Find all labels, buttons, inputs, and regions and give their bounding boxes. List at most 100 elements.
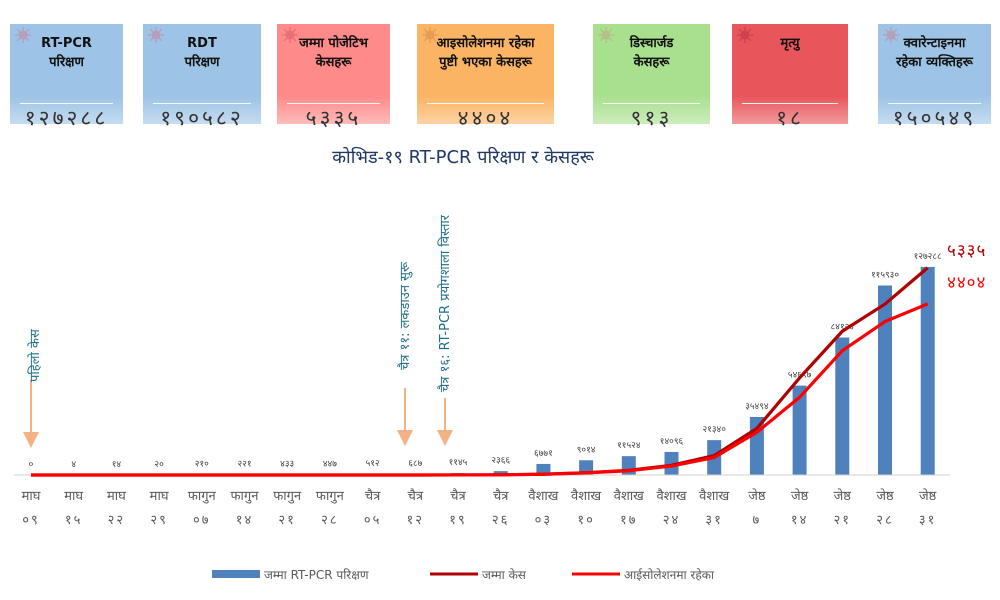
- first-case-annotation: पहिलो केस: [27, 329, 43, 382]
- bar-value-label-15: १४०९६: [660, 437, 684, 447]
- x-tick-labels: माघ ०९ माघ १५ माघ २२ माघ २९ फागुन ०७ फागुन १४ फागुन २…: [22, 488, 937, 528]
- line-end-label-0: ५३३५: [947, 241, 986, 261]
- card-label: RT-PCR परिक्षण: [41, 36, 92, 70]
- x-tick-month-18: जेष्ठ: [791, 488, 809, 504]
- virus-icon: [281, 26, 299, 44]
- card-label: जम्मा पोजेटिभ केसहरू: [299, 36, 368, 70]
- card-label: डिस्चार्जड केसहरू: [629, 36, 674, 70]
- total-positive-card: जम्मा पोजेटिभ केसहरू ५३३५: [277, 24, 390, 130]
- card-divider: [888, 103, 981, 104]
- legend-label-2: आईसोलेशनमा रहेका: [624, 568, 715, 582]
- chart-legend: जम्मा RT-PCR परिक्षण जम्मा केस आईसोलेशनमा …: [212, 568, 715, 582]
- card-value: ५३३५: [305, 106, 362, 130]
- card-label: आइसोलेशनमा रहेका पुष्टी भएका केसहरू: [436, 36, 535, 70]
- x-tick-day-0: ०९: [22, 513, 40, 528]
- bar-value-label-3: २०: [154, 460, 164, 470]
- x-tick-day-21: ३१: [919, 513, 937, 528]
- x-tick-day-16: ३१: [705, 513, 723, 528]
- virus-icon: [147, 26, 165, 44]
- x-tick-month-7: फागुन: [316, 489, 345, 504]
- bar-value-label-17: ३५४९४: [745, 402, 769, 412]
- card-value: ४४०४: [457, 106, 514, 130]
- card-value: १८: [776, 106, 804, 130]
- virus-icon: [14, 26, 32, 44]
- x-tick-month-15: वैशाख: [656, 488, 686, 504]
- x-tick-month-14: वैशाख: [614, 488, 644, 504]
- card-divider: [153, 103, 251, 104]
- bar-value-label-4: २१०: [195, 460, 209, 470]
- bar-12: [536, 463, 551, 475]
- chart-title: कोभिड-१९ RT-PCR परिक्षण र केसहरू: [332, 146, 595, 168]
- bar-value-label-6: ४३३: [280, 459, 294, 469]
- bar-value-label-7: ४४७: [323, 459, 337, 469]
- card-label: RDT परिक्षण: [184, 36, 220, 70]
- line-series: [31, 266, 929, 477]
- lab-expansion-annotation: चैत्र १६: RT-PCR प्रयोगशाला विस्तार: [437, 214, 453, 392]
- card-label: क्वारेन्टाइनमा रहेका व्यक्तिहरू: [896, 36, 973, 70]
- x-tick-day-20: २८: [876, 513, 894, 528]
- bar-17: [749, 416, 764, 475]
- line-end-labels: ५३३५ ४४०४: [947, 241, 986, 293]
- rdt-tests-card: RDT परिक्षण १९०५८२: [143, 24, 261, 130]
- x-tick-day-8: ०५: [364, 513, 382, 528]
- legend-label-0: जम्मा RT-PCR परिक्षण: [264, 568, 369, 582]
- card-value: १५०५४९: [892, 106, 977, 130]
- x-tick-month-8: चैत्र: [365, 488, 381, 504]
- virus-icon: [882, 26, 900, 44]
- legend-label-1: जम्मा केस: [482, 568, 527, 582]
- discharged-card: डिस्चार्जड केसहरू ९१३: [593, 24, 710, 130]
- x-tick-month-12: वैशाख: [528, 488, 558, 504]
- bar-18: [792, 385, 807, 475]
- x-tick-day-19: २१: [834, 513, 852, 528]
- x-tick-month-10: चैत्र: [450, 488, 466, 504]
- bar-19: [835, 337, 850, 475]
- x-tick-day-4: ०७: [193, 513, 211, 528]
- bar-value-label-20: ११५९३०: [871, 271, 899, 281]
- bar-value-label-5: २२१: [237, 460, 251, 470]
- x-tick-day-1: १५: [65, 513, 83, 528]
- x-tick-day-10: १९: [449, 513, 467, 528]
- x-tick-day-11: २६: [492, 513, 510, 528]
- card-value: १९०५८२: [160, 106, 244, 130]
- line-isolation: [31, 302, 929, 477]
- x-tick-day-14: १७: [620, 513, 638, 528]
- card-value: ९१३: [630, 106, 673, 130]
- x-tick-month-11: चैत्र: [493, 488, 509, 504]
- annotation-arrows: [23, 380, 453, 448]
- virus-icon: [736, 26, 754, 44]
- bar-value-label-9: ६८७: [408, 459, 422, 469]
- x-tick-day-12: ०३: [535, 513, 553, 528]
- x-tick-day-17: ७: [753, 513, 762, 528]
- x-tick-day-6: २१: [278, 513, 296, 528]
- bar-value-label-8: ५१२: [366, 459, 380, 469]
- bar-value-label-2: १४: [112, 460, 122, 470]
- x-tick-month-17: जेष्ठ: [748, 488, 766, 504]
- bar-value-label-16: २१३४०: [702, 425, 726, 435]
- bar-value-label-21: १२७२८८: [914, 252, 942, 262]
- bar-value-label-12: ६७७१: [534, 449, 553, 459]
- card-divider: [287, 103, 380, 104]
- x-tick-month-9: चैत्र: [408, 488, 424, 504]
- x-tick-day-13: १०: [577, 513, 595, 528]
- card-divider: [742, 103, 838, 104]
- bar-value-label-11: २३६६: [491, 456, 510, 466]
- x-tick-day-15: २४: [663, 513, 681, 528]
- isolation-card: आइसोलेशनमा रहेका पुष्टी भएका केसहरू ४४०४: [417, 24, 554, 130]
- x-tick-day-3: २९: [150, 513, 168, 528]
- x-tick-month-3: माघ: [150, 489, 169, 504]
- stat-cards: RT-PCR परिक्षण १२७२८८ RDT परिक्षण १९०५८२ ज…: [0, 0, 1000, 130]
- tests-and-cases-chart: कोभिड-१९ RT-PCR परिक्षण र केसहरू ० ४ १४ २० २…: [14, 146, 986, 582]
- bar-value-label-13: ९०१४: [577, 445, 596, 455]
- bar-value-label-0: ०: [29, 460, 34, 470]
- x-tick-day-2: २२: [108, 513, 126, 528]
- x-tick-month-16: वैशाख: [699, 488, 729, 504]
- x-tick-day-7: २८: [321, 513, 339, 528]
- card-value: १२७२८८: [24, 106, 109, 130]
- line-end-label-1: ४४०४: [947, 273, 986, 293]
- x-tick-month-21: जेष्ठ: [919, 488, 937, 504]
- x-tick-month-4: फागुन: [188, 489, 217, 504]
- card-divider: [603, 103, 700, 104]
- card-divider: [20, 103, 113, 104]
- card-divider: [427, 103, 544, 104]
- legend-swatch-0: [212, 570, 260, 578]
